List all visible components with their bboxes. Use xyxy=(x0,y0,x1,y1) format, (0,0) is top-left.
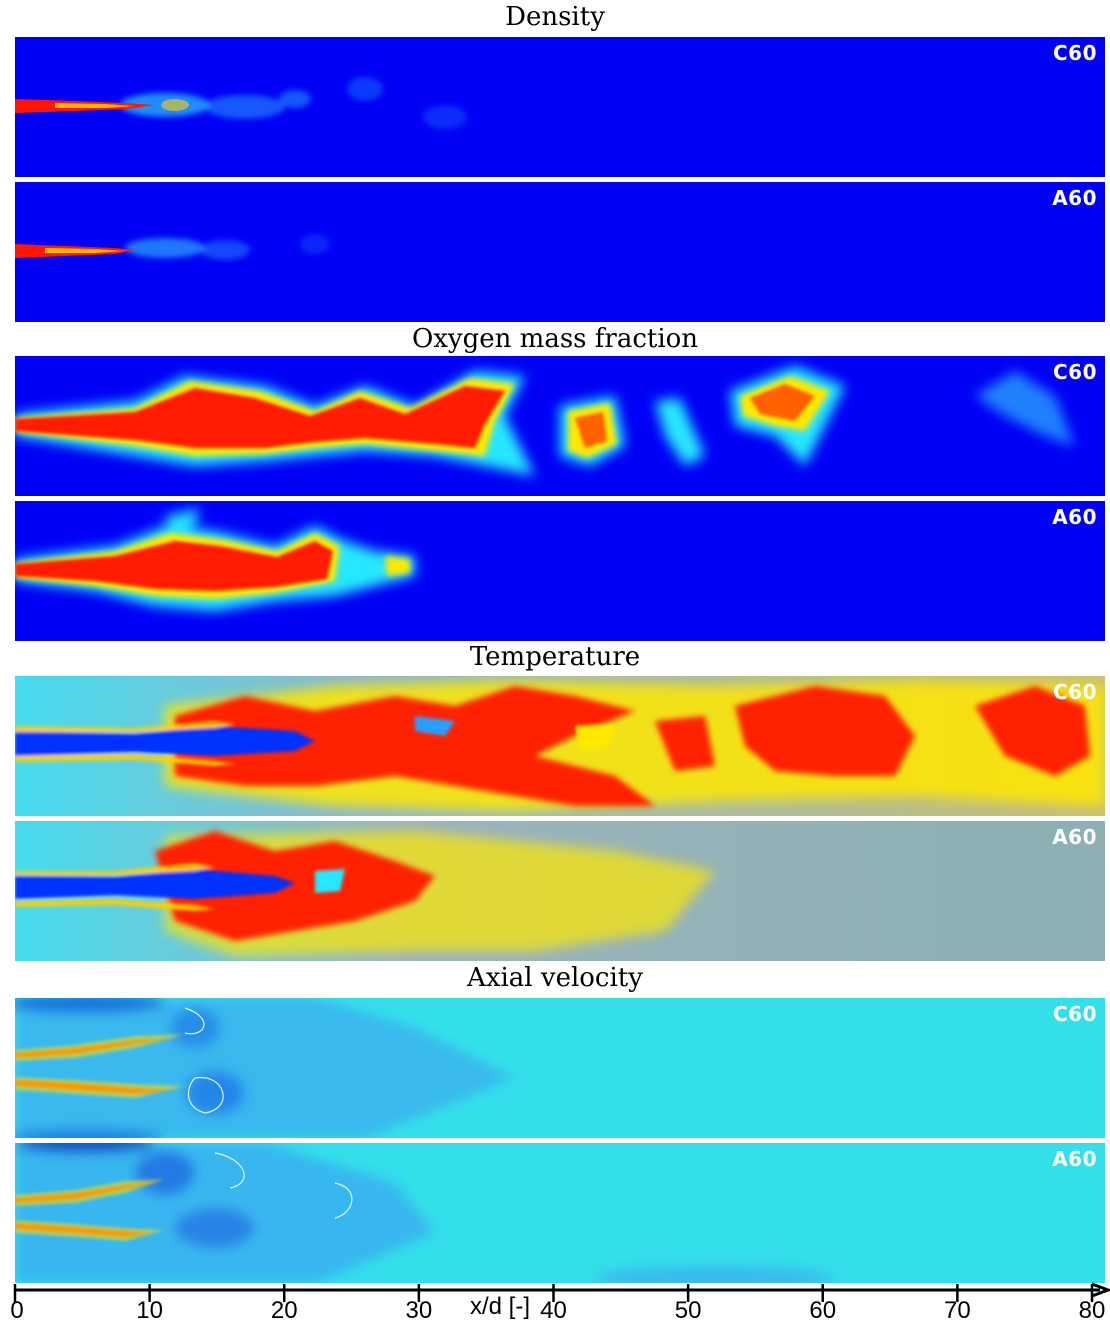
panel-title-density: Density xyxy=(505,2,605,32)
case-label-c60: C60 xyxy=(1052,1002,1097,1026)
velocity-field-a60: A60 xyxy=(15,1143,1105,1283)
temperature-a60-contour xyxy=(15,821,1105,961)
velocity-field-c60: C60 xyxy=(15,998,1105,1138)
x-axis-label: x/d [-] xyxy=(470,1293,530,1320)
density-field-a60: A60 xyxy=(15,182,1105,322)
x-tick-label: 80 xyxy=(1079,1297,1106,1324)
x-tick-label: 0 xyxy=(10,1297,23,1324)
case-label-a60: A60 xyxy=(1052,825,1097,849)
case-label-c60: C60 xyxy=(1052,680,1097,704)
temperature-c60-contour xyxy=(15,676,1105,816)
case-label-c60: C60 xyxy=(1052,360,1097,384)
x-tick-label: 70 xyxy=(944,1297,971,1324)
x-tick-label: 30 xyxy=(406,1297,433,1324)
oxygen-c60-contour xyxy=(15,356,1105,496)
x-tick-label: 50 xyxy=(675,1297,702,1324)
x-axis-arrow-icon xyxy=(1091,1282,1110,1298)
temperature-field-c60: C60 xyxy=(15,676,1105,816)
velocity-c60-contour xyxy=(15,998,1105,1138)
x-axis: 0 10 20 30 40 50 60 70 80 x/d [-] xyxy=(10,1282,1110,1324)
panel-title-oxygen: Oxygen mass fraction xyxy=(411,324,699,354)
case-label-a60: A60 xyxy=(1052,1147,1097,1171)
temperature-field-a60: A60 xyxy=(15,821,1105,961)
density-c60-contour xyxy=(15,37,1105,177)
x-tick-label: 10 xyxy=(136,1297,163,1324)
density-field-c60: C60 xyxy=(15,37,1105,177)
x-tick-label: 20 xyxy=(271,1297,298,1324)
density-a60-contour xyxy=(15,182,1105,322)
velocity-a60-contour xyxy=(15,1143,1105,1283)
x-tick-label: 60 xyxy=(809,1297,836,1324)
oxygen-field-a60: A60 xyxy=(15,501,1105,641)
oxygen-a60-contour xyxy=(15,501,1105,641)
case-label-a60: A60 xyxy=(1052,505,1097,529)
oxygen-field-c60: C60 xyxy=(15,356,1105,496)
panel-title-temperature: Temperature xyxy=(469,642,641,672)
x-tick-label: 40 xyxy=(540,1297,567,1324)
panel-title-axial-velocity: Axial velocity xyxy=(467,963,643,993)
case-label-a60: A60 xyxy=(1052,186,1097,210)
case-label-c60: C60 xyxy=(1052,41,1097,65)
